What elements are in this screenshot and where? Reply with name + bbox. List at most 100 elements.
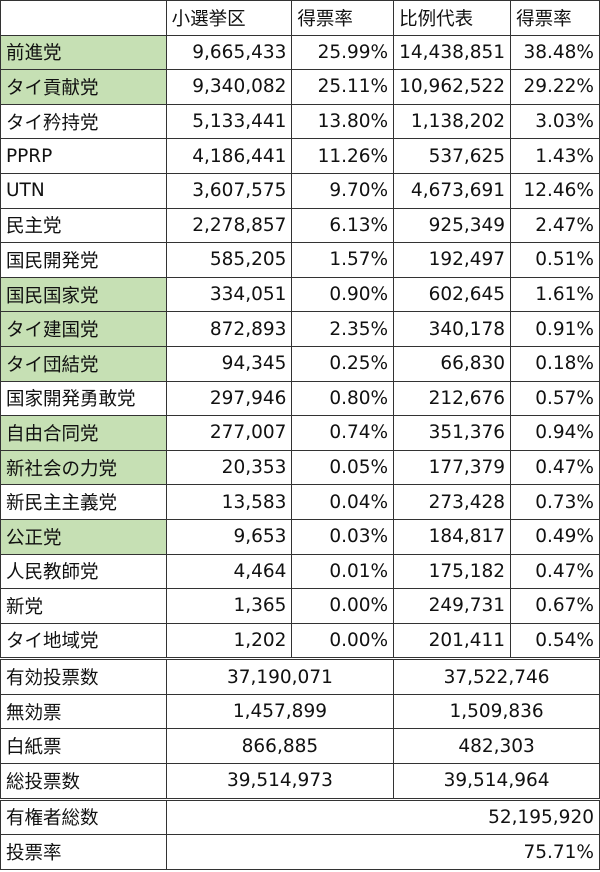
party-name: 民主党: [0, 207, 167, 244]
pr-votes: 10,962,522: [393, 69, 512, 105]
district-pct: 11.26%: [291, 138, 395, 174]
party-row: 国家開発勇敢党 297,946 0.80% 212,676 0.57%: [0, 380, 600, 417]
pr-votes: 273,428: [393, 484, 512, 520]
party-name: タイ建国党: [0, 311, 167, 347]
district-votes: 277,007: [165, 415, 293, 451]
district-votes: 9,653: [165, 518, 293, 555]
district-votes: 2,278,857: [165, 207, 293, 244]
pr-votes: 201,411: [393, 622, 512, 660]
party-row: 民主党 2,278,857 6.13% 925,349 2.47%: [0, 207, 600, 244]
pr-votes: 537,625: [393, 138, 512, 174]
turnout-row: 投票率 75.71%: [0, 834, 600, 870]
party-row: 新社会の力党 20,353 0.05% 177,379 0.47%: [0, 449, 600, 486]
pr-votes: 184,817: [393, 518, 512, 555]
totals-row: 総投票数 39,514,973 39,514,964: [0, 763, 600, 800]
pr-pct: 0.54%: [510, 622, 600, 660]
header-blank-cell: [0, 0, 167, 36]
district-votes: 94,345: [165, 345, 293, 382]
party-row: 自由合同党 277,007 0.74% 351,376 0.94%: [0, 415, 600, 451]
district-votes: 872,893: [165, 311, 293, 347]
pr-votes: 177,379: [393, 449, 512, 486]
district-pct: 9.70%: [291, 172, 395, 209]
pr-pct: 0.51%: [510, 242, 600, 278]
party-name: 新社会の力党: [0, 449, 167, 486]
pr-votes: 340,178: [393, 311, 512, 347]
totals-pr: 37,522,746: [393, 657, 600, 695]
totals-label: 白紙票: [0, 728, 167, 765]
district-pct: 0.00%: [291, 622, 395, 660]
pr-pct: 0.67%: [510, 588, 600, 624]
party-row: タイ矜持党 5,133,441 13.80% 1,138,202 3.03%: [0, 103, 600, 140]
district-pct: 0.01%: [291, 553, 395, 590]
district-votes: 3,607,575: [165, 172, 293, 209]
party-row: PPRP 4,186,441 11.26% 537,625 1.43%: [0, 138, 600, 174]
totals-label: 無効票: [0, 693, 167, 730]
party-row: 新民主主義党 13,583 0.04% 273,428 0.73%: [0, 484, 600, 520]
party-name: 新民主主義党: [0, 484, 167, 520]
party-name: タイ地域党: [0, 622, 167, 660]
district-pct: 2.35%: [291, 311, 395, 347]
header-row: 小選挙区 得票率 比例代表 得票率: [0, 0, 600, 36]
district-votes: 1,365: [165, 588, 293, 624]
pr-votes: 212,676: [393, 380, 512, 417]
pr-votes: 351,376: [393, 415, 512, 451]
totals-row: 白紙票 866,885 482,303: [0, 728, 600, 765]
totals-label: 有効投票数: [0, 657, 167, 695]
party-row: 国民国家党 334,051 0.90% 602,645 1.61%: [0, 276, 600, 313]
totals-district: 1,457,899: [165, 693, 395, 730]
party-name: 国民国家党: [0, 276, 167, 313]
party-row: タイ地域党 1,202 0.00% 201,411 0.54%: [0, 622, 600, 660]
party-name: 国民開発党: [0, 242, 167, 278]
party-name: 人民教師党: [0, 553, 167, 590]
pr-pct: 29.22%: [510, 69, 600, 105]
party-name: 国家開発勇敢党: [0, 380, 167, 417]
district-votes: 5,133,441: [165, 103, 293, 140]
district-votes: 1,202: [165, 622, 293, 660]
party-name: 新党: [0, 588, 167, 624]
district-pct: 25.99%: [291, 34, 395, 71]
party-name: タイ団結党: [0, 345, 167, 382]
header-district-pct: 得票率: [291, 0, 395, 36]
header-pr-pct: 得票率: [510, 0, 600, 36]
totals-pr: 1,509,836: [393, 693, 600, 730]
district-votes: 4,464: [165, 553, 293, 590]
totals-label: 総投票数: [0, 763, 167, 800]
party-row: 前進党 9,665,433 25.99% 14,438,851 38.48%: [0, 34, 600, 71]
pr-pct: 3.03%: [510, 103, 600, 140]
party-row: タイ団結党 94,345 0.25% 66,830 0.18%: [0, 345, 600, 382]
district-pct: 13.80%: [291, 103, 395, 140]
pr-pct: 0.94%: [510, 415, 600, 451]
district-pct: 6.13%: [291, 207, 395, 244]
pr-pct: 1.61%: [510, 276, 600, 313]
electorate-row: 有権者総数 52,195,920: [0, 797, 600, 836]
district-pct: 0.00%: [291, 588, 395, 624]
district-pct: 0.80%: [291, 380, 395, 417]
pr-votes: 602,645: [393, 276, 512, 313]
party-row: UTN 3,607,575 9.70% 4,673,691 12.46%: [0, 172, 600, 209]
district-votes: 585,205: [165, 242, 293, 278]
district-votes: 9,665,433: [165, 34, 293, 71]
pr-pct: 0.91%: [510, 311, 600, 347]
party-row: タイ建国党 872,893 2.35% 340,178 0.91%: [0, 311, 600, 347]
pr-votes: 14,438,851: [393, 34, 512, 71]
district-votes: 20,353: [165, 449, 293, 486]
header-pr-votes: 比例代表: [393, 0, 512, 36]
party-name: 前進党: [0, 34, 167, 71]
party-row: 新党 1,365 0.00% 249,731 0.67%: [0, 588, 600, 624]
totals-pr: 482,303: [393, 728, 600, 765]
party-name: タイ矜持党: [0, 103, 167, 140]
pr-pct: 0.18%: [510, 345, 600, 382]
district-pct: 25.11%: [291, 69, 395, 105]
totals-district: 37,190,071: [165, 657, 395, 695]
party-row: 公正党 9,653 0.03% 184,817 0.49%: [0, 518, 600, 555]
totals-row: 無効票 1,457,899 1,509,836: [0, 693, 600, 730]
pr-pct: 2.47%: [510, 207, 600, 244]
totals-district: 39,514,973: [165, 763, 395, 800]
pr-votes: 925,349: [393, 207, 512, 244]
district-pct: 0.03%: [291, 518, 395, 555]
totals-row: 有効投票数 37,190,071 37,522,746: [0, 657, 600, 695]
party-name: PPRP: [0, 138, 167, 174]
district-votes: 297,946: [165, 380, 293, 417]
